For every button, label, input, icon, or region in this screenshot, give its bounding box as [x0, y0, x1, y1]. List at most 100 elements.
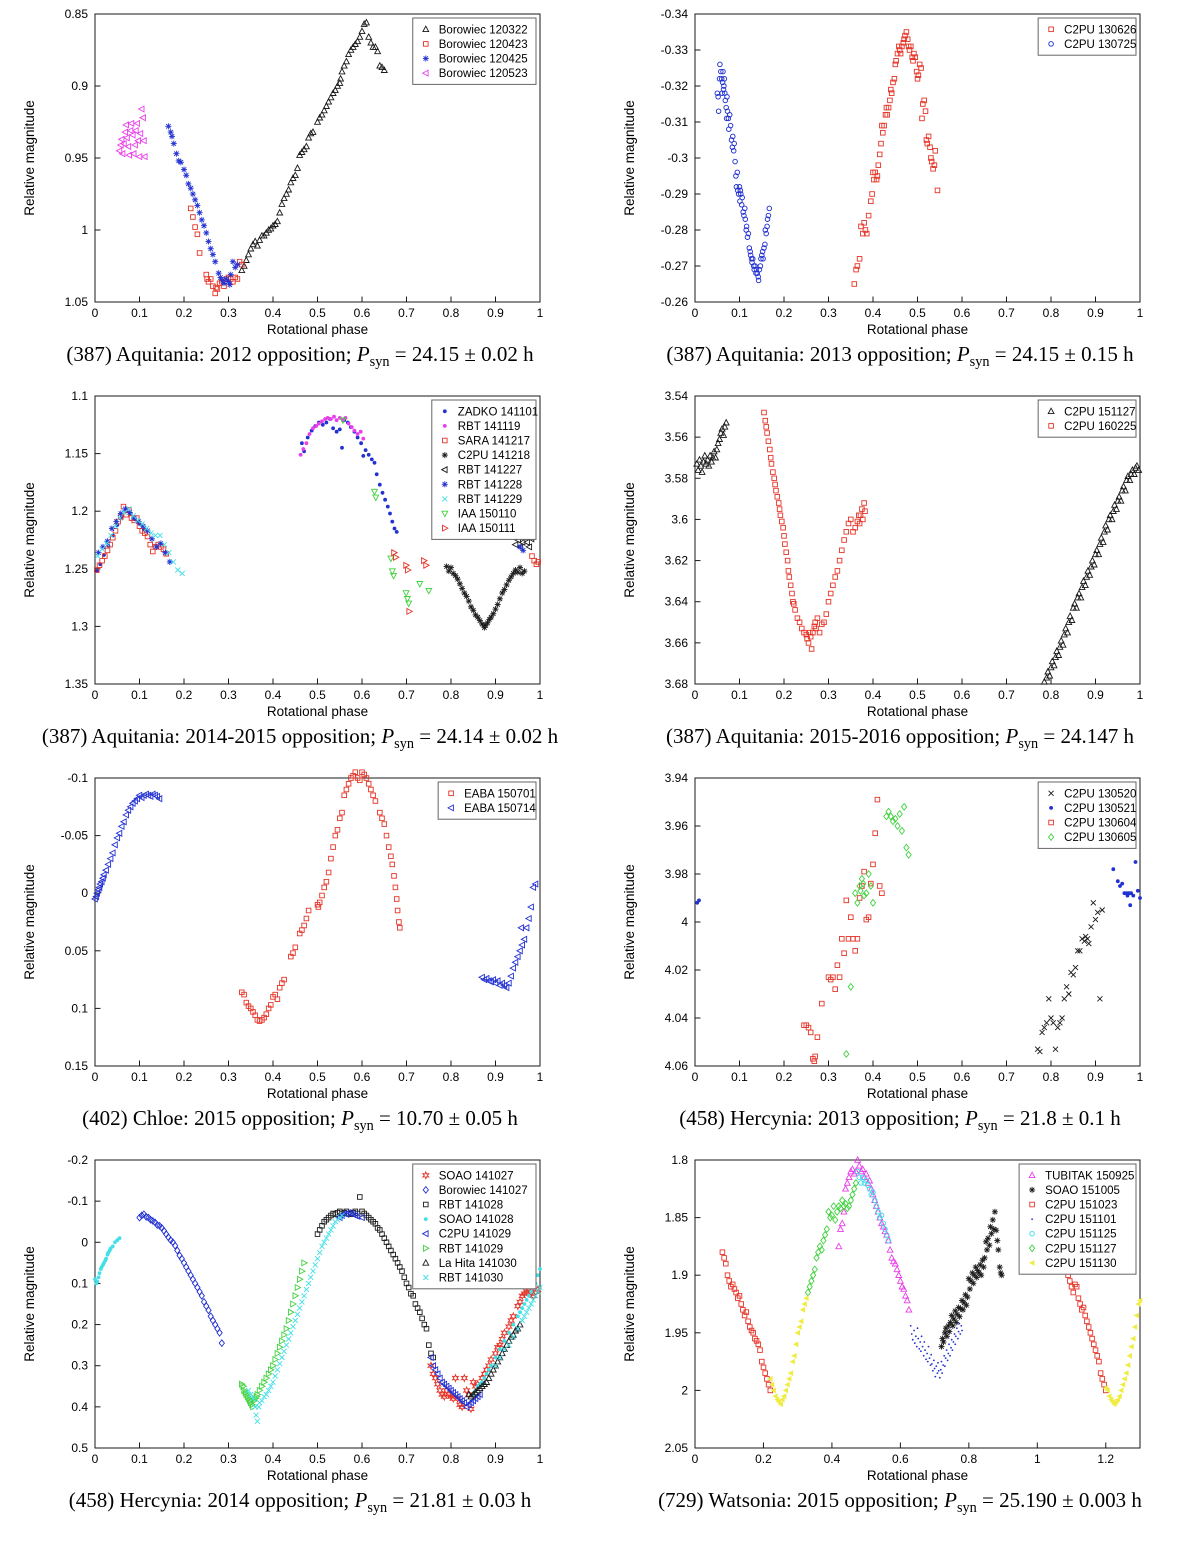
x-tick-label: 0.1: [731, 1070, 748, 1084]
y-tick-label: 0.3: [71, 1359, 88, 1373]
y-tick-label: 1.1: [71, 389, 88, 403]
x-tick-label: 0.1: [731, 688, 748, 702]
legend-label: C2PU 151130: [1045, 1258, 1116, 1270]
legend-box: [1037, 17, 1137, 56]
y-tick-label: 0.95: [65, 151, 89, 165]
plot-canvas-aquitania-2013: 0 0.1 0.2 0.3 0.4 0.5 0.6 0.7 0.8 0.9 1 -0.34 -0.33 -…: [622, 7, 1144, 337]
x-tick-label: 1: [537, 1452, 544, 1466]
y-tick-label: 3.58: [665, 471, 689, 485]
legend-label: SOAO 141028: [439, 1214, 514, 1226]
plot-canvas-aquitania-2012: 0 0.1 0.2 0.3 0.4 0.5 0.6 0.7 0.8 0.9 1 0.85 0.9 0.95…: [22, 7, 544, 337]
x-tick-label: 0.2: [176, 1070, 193, 1084]
x-tick-label: 0.6: [954, 688, 971, 702]
plot-caption: (387) Aquitania: 2013 opposition; Psyn =…: [600, 342, 1200, 371]
x-tick-label: 1.2: [1097, 1452, 1114, 1466]
plot-canvas-chloe-2015: 0 0.1 0.2 0.3 0.4 0.5 0.6 0.7 0.8 0.9 1-0.1-0.0500…: [22, 769, 544, 1101]
plot-canvas-hercynia-2014: 0 0.1 0.2 0.3 0.4 0.5 0.6 0.7 0.8 0.9 1 -0.2 -0.1 0 0.…: [22, 1153, 544, 1483]
legend-box: [1018, 1163, 1137, 1275]
y-tick-label: 0.2: [71, 1318, 88, 1332]
y-tick-label: 1.95: [665, 1326, 689, 1340]
caption-period-subscript: syn: [353, 1118, 374, 1135]
x-tick-label: 0.8: [443, 1070, 460, 1084]
x-tick-label: 0: [692, 306, 699, 320]
series-eaba-150701: [239, 769, 403, 1024]
caption-text: (387) Aquitania: 2014-2015 opposition;: [41, 724, 382, 748]
legend: C2PU 130626 C2PU 130725: [1037, 17, 1137, 56]
legend-label: C2PU 130521: [1064, 803, 1136, 815]
y-tick-label: 4.06: [665, 1059, 689, 1073]
y-axis-label: Relative magnitude: [622, 864, 637, 980]
x-tick-label: 0.6: [954, 1070, 971, 1084]
series-c2pu-151127: [804, 1178, 860, 1297]
series-c2pu-151023: [719, 1249, 1109, 1394]
x-tick-label: 0.8: [443, 306, 460, 320]
x-tick-label: 0.8: [443, 688, 460, 702]
plot-caption: (387) Aquitania: 2014-2015 opposition; P…: [0, 724, 600, 753]
y-tick-label: 2: [681, 1383, 688, 1397]
y-tick-label: -0.1: [67, 771, 88, 785]
y-tick-label: 0.85: [65, 7, 89, 21]
x-tick-label: 1: [1034, 1452, 1041, 1466]
series-c2pu-130605: [843, 802, 912, 1059]
y-tick-label: 0.05: [65, 944, 89, 958]
x-tick-label: 0.1: [731, 306, 748, 320]
series-tubitak-150925: [835, 1155, 913, 1313]
legend-label: C2PU 130520: [1064, 788, 1136, 800]
x-tick-label: 0: [92, 1070, 99, 1084]
y-tick-label: 0.5: [71, 1441, 88, 1455]
caption-period-subscript: syn: [956, 1500, 977, 1517]
x-tick-label: 0.2: [176, 1452, 193, 1466]
y-tick-label: 1.2: [71, 504, 88, 518]
series-c2pu-141218: [443, 563, 528, 631]
caption-period-symbol: P: [965, 1106, 978, 1130]
x-tick-label: 0.9: [487, 688, 504, 702]
series-c2pu-130604: [801, 796, 885, 1064]
caption-text: (458) Hercynia: 2014 opposition;: [68, 1488, 355, 1512]
x-axis-label: Rotational phase: [267, 1086, 368, 1101]
legend-label: RBT 141228: [458, 479, 522, 491]
y-tick-label: -0.3: [667, 151, 688, 165]
x-tick-label: 0.4: [865, 306, 882, 320]
caption-period-symbol: P: [354, 1488, 368, 1512]
lightcurve-plot-aquitania-2013: 0 0.1 0.2 0.3 0.4 0.5 0.6 0.7 0.8 0.9 1 -0.34 -0.33 -…: [600, 4, 1200, 386]
x-tick-label: 0.8: [1043, 1070, 1060, 1084]
legend: Borowiec 120322 Borowiec 120423 Borowiec 1…: [412, 17, 537, 85]
y-tick-label: 0: [81, 886, 88, 900]
x-tick-label: 0.3: [220, 688, 237, 702]
x-tick-label: 0.9: [487, 1452, 504, 1466]
y-tick-label: -0.05: [61, 829, 89, 843]
y-tick-label: 1.15: [65, 447, 89, 461]
legend: EABA 150701 EABA 150714: [437, 781, 537, 820]
lightcurve-plot-hercynia-2014: 0 0.1 0.2 0.3 0.4 0.5 0.6 0.7 0.8 0.9 1 -0.2 -0.1 0 0.…: [0, 1150, 600, 1532]
y-tick-label: -0.31: [661, 115, 689, 129]
y-axis-label: Relative magnitude: [22, 1246, 37, 1362]
x-tick-label: 0.4: [824, 1452, 841, 1466]
legend-label: C2PU 130605: [1064, 832, 1136, 844]
legend-label: Borowiec 120423: [439, 39, 528, 51]
y-tick-label: 0.9: [71, 79, 88, 93]
caption-period-value: = 24.15 ± 0.15 h: [989, 342, 1134, 366]
series-borowiec-141027: [136, 1210, 225, 1348]
lightcurve-plot-aquitania-2015-2016: 0 0.1 0.2 0.3 0.4 0.5 0.6 0.7 0.8 0.9 1 3.54 3.56 3.5…: [600, 386, 1200, 768]
caption-text: (729) Watsonia: 2015 opposition;: [658, 1488, 945, 1512]
axes-box: [94, 777, 541, 1067]
y-axis-label: Relative magnitude: [622, 1246, 637, 1362]
caption-period-symbol: P: [341, 1106, 354, 1130]
x-tick-label: 0.4: [865, 688, 882, 702]
y-tick-label: 3.56: [665, 430, 689, 444]
lightcurve-plot-watsonia-2015: 0 0.2 0.4 0.6 0.8 1 1.2 1.8 1.85 1.9 1.95 2 2.05 Rota…: [600, 1150, 1200, 1532]
x-tick-label: 0.1: [131, 306, 148, 320]
legend-box: [412, 1163, 537, 1290]
caption-text: (387) Aquitania: 2015-2016 opposition;: [666, 724, 1006, 748]
series-c2pu-130626: [851, 29, 941, 287]
y-tick-label: 1.9: [671, 1268, 688, 1282]
x-tick-label: 0.2: [176, 306, 193, 320]
lightcurve-plot-aquitania-2014-2015: 0 0.1 0.2 0.3 0.4 0.5 0.6 0.7 0.8 0.9 1 1.1 1.15 1.2 1…: [0, 386, 600, 768]
x-tick-label: 0: [692, 688, 699, 702]
caption-period-subscript: syn: [977, 1118, 998, 1135]
caption-period-symbol: P: [381, 724, 395, 748]
x-tick-label: 0.7: [398, 306, 415, 320]
legend-label: C2PU 151127: [1045, 1243, 1116, 1255]
y-tick-label: 0: [81, 1235, 88, 1249]
caption-period-subscript: syn: [394, 736, 414, 753]
